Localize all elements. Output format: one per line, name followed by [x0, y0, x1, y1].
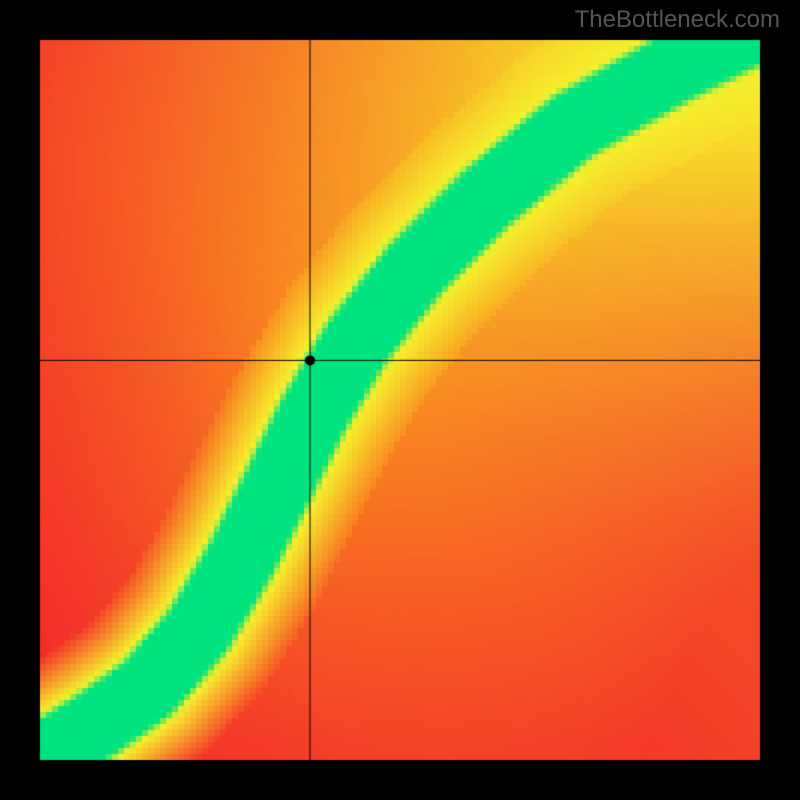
bottleneck-heatmap-canvas — [0, 0, 800, 800]
watermark-text: TheBottleneck.com — [575, 6, 780, 34]
chart-container: TheBottleneck.com — [0, 0, 800, 800]
